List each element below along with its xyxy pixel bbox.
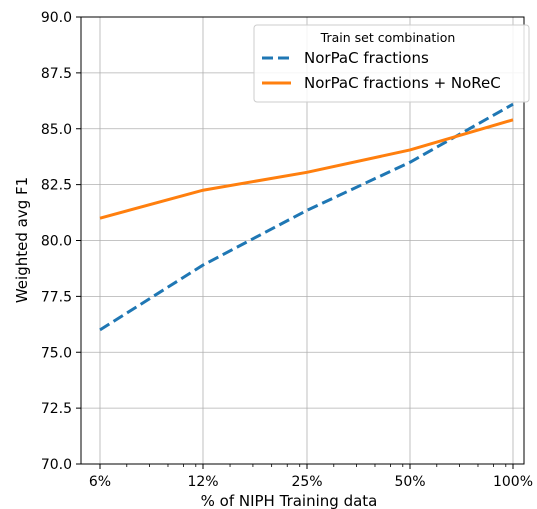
y-tick-label: 77.5: [41, 289, 72, 305]
y-tick-label: 87.5: [41, 66, 72, 82]
x-axis-label: % of NIPH Training data: [201, 492, 378, 509]
y-tick-label: 75.0: [41, 345, 72, 361]
y-axis-label: Weighted avg F1: [13, 177, 31, 303]
legend-entry-norpac-fractions: NorPaC fractions: [304, 49, 429, 67]
y-tick-label: 80.0: [41, 234, 72, 250]
series-line-norpac-norec: [99, 118, 514, 220]
y-tick-label: 90.0: [41, 10, 72, 26]
legend-title: Train set combination: [320, 30, 456, 45]
y-tick-label: 72.5: [41, 401, 72, 417]
x-tick-label: 25%: [291, 474, 322, 490]
legend-frame: [253, 24, 530, 103]
ticks: 70.0 72.5 75.0 77.5 80.0 82.5 85.0 87.5 90.0 6% 12…: [41, 10, 533, 490]
x-tick-label: 50%: [394, 474, 425, 490]
y-tick-label: 85.0: [41, 122, 72, 138]
legend: Train set combination NorPaC fractions N…: [253, 24, 530, 103]
legend-entry-norpac-norec: NorPaC fractions + NoReC: [304, 74, 501, 92]
y-tick-label: 82.5: [41, 178, 72, 194]
y-tick-label: 70.0: [41, 457, 72, 473]
series-group: [99, 102, 514, 332]
x-tick-label: 6%: [89, 474, 111, 490]
x-tick-label: 100%: [493, 474, 533, 490]
x-tick-label: 12%: [187, 474, 218, 490]
series-line-norpac-fractions: [99, 102, 514, 332]
